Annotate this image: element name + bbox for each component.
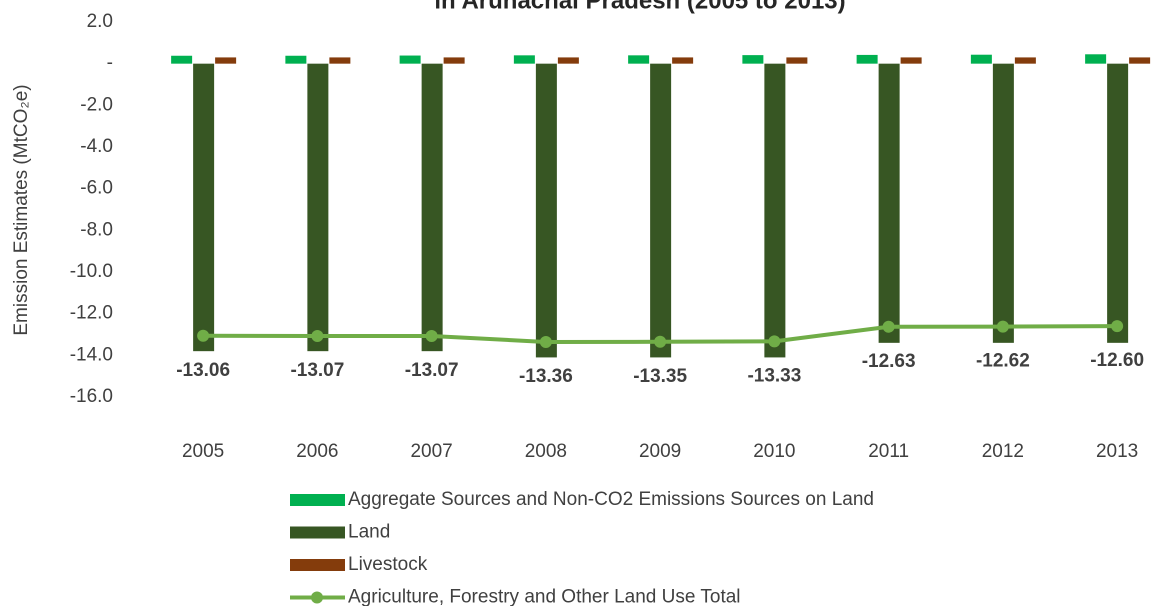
legend-label: Land bbox=[348, 522, 390, 543]
data-label: -13.33 bbox=[747, 365, 801, 386]
line-marker bbox=[197, 329, 210, 342]
y-axis-label: Emission Estimates (MtCO₂e) bbox=[11, 84, 32, 335]
bar bbox=[1107, 63, 1129, 343]
x-tick-label: 2008 bbox=[525, 441, 567, 462]
x-tick-label: 2006 bbox=[296, 441, 338, 462]
bar bbox=[171, 55, 193, 64]
line-marker bbox=[768, 335, 781, 348]
x-tick-label: 2007 bbox=[410, 441, 452, 462]
bar bbox=[307, 63, 329, 352]
bar bbox=[535, 63, 557, 358]
bar bbox=[856, 54, 878, 64]
y-tick-label: -8.0 bbox=[80, 219, 113, 240]
legend-swatch bbox=[290, 559, 345, 571]
y-tick-label: -10.0 bbox=[70, 261, 113, 282]
line-marker bbox=[539, 336, 552, 348]
bar bbox=[399, 55, 421, 64]
line-marker bbox=[1111, 320, 1124, 333]
y-tick-label: - bbox=[107, 53, 113, 74]
x-tick-label: 2010 bbox=[753, 441, 795, 462]
legend-label: Agriculture, Forestry and Other Land Use… bbox=[348, 587, 741, 606]
bar bbox=[672, 57, 694, 64]
data-label: -13.07 bbox=[290, 360, 344, 381]
x-tick-label: 2012 bbox=[982, 441, 1024, 462]
x-tick-label: 2011 bbox=[868, 441, 909, 462]
bar bbox=[786, 57, 808, 64]
legend-swatch bbox=[290, 494, 345, 506]
bar bbox=[557, 57, 579, 64]
bar bbox=[628, 55, 650, 64]
data-label: -13.35 bbox=[633, 366, 687, 387]
line-marker bbox=[996, 320, 1009, 333]
bar bbox=[878, 63, 900, 343]
legend-label: Livestock bbox=[348, 554, 428, 575]
bar bbox=[742, 55, 764, 64]
bar bbox=[992, 63, 1014, 343]
line-marker bbox=[311, 329, 324, 342]
x-tick-label: 2013 bbox=[1096, 441, 1138, 462]
line-marker bbox=[882, 320, 895, 333]
line-marker bbox=[654, 335, 667, 348]
bar bbox=[193, 63, 215, 352]
y-tick-label: -12.0 bbox=[70, 303, 113, 324]
bar bbox=[513, 55, 535, 64]
y-tick-label: 2.0 bbox=[87, 11, 113, 32]
data-label: -12.63 bbox=[862, 351, 916, 372]
x-tick-label: 2009 bbox=[639, 441, 681, 462]
data-label: -12.62 bbox=[976, 351, 1030, 372]
chart-title: in Arunachal Pradesh (2005 to 2013) bbox=[434, 0, 845, 14]
bar bbox=[764, 63, 786, 358]
data-label: -13.36 bbox=[519, 366, 573, 387]
data-label: -13.06 bbox=[176, 360, 230, 381]
bar bbox=[285, 55, 307, 64]
legend-swatch bbox=[311, 591, 323, 604]
data-label: -12.60 bbox=[1090, 350, 1144, 371]
bar bbox=[215, 57, 237, 64]
bar bbox=[1129, 57, 1151, 64]
data-label: -13.07 bbox=[405, 360, 459, 381]
bar bbox=[970, 54, 992, 64]
y-tick-label: -16.0 bbox=[70, 386, 113, 407]
x-tick-label: 2005 bbox=[182, 441, 224, 462]
line-marker bbox=[425, 329, 438, 342]
y-tick-label: -4.0 bbox=[80, 136, 113, 157]
y-tick-label: -6.0 bbox=[80, 178, 113, 199]
bar bbox=[650, 63, 672, 358]
y-tick-label: -2.0 bbox=[80, 94, 113, 115]
legend-label: Aggregate Sources and Non-CO2 Emissions … bbox=[348, 489, 874, 510]
bar bbox=[329, 57, 351, 64]
bar bbox=[443, 57, 465, 64]
bar bbox=[900, 57, 922, 64]
y-tick-label: -14.0 bbox=[70, 344, 113, 365]
bar bbox=[421, 63, 443, 352]
bar bbox=[1014, 57, 1036, 64]
legend-swatch bbox=[290, 526, 345, 539]
bar bbox=[1085, 54, 1107, 64]
